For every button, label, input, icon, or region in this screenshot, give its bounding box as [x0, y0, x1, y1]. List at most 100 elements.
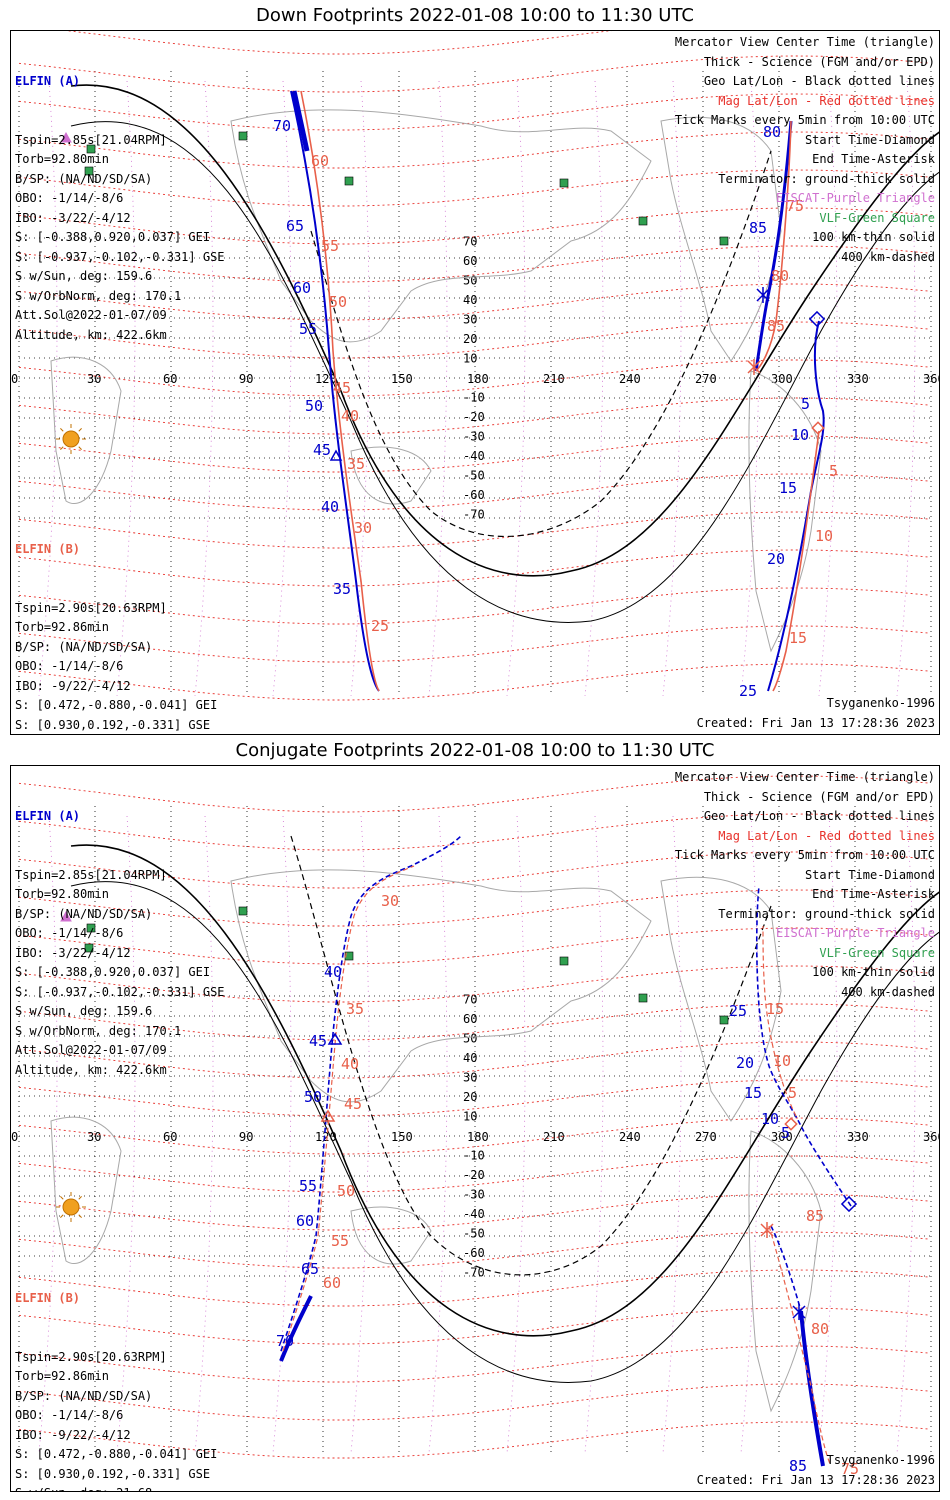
- lon-tick-label: 180: [467, 372, 489, 386]
- elfin-b-track: [300, 90, 380, 692]
- lon-tick-label: 60: [163, 1130, 177, 1144]
- lat-tick-label: 30: [463, 1071, 477, 1085]
- elfin-b-info-line: Tspin=2.90s[20.63RPM]: [15, 1349, 167, 1364]
- coastline: [350, 446, 432, 505]
- mag-lon-line: [740, 80, 760, 697]
- geo-grid: [18, 806, 932, 1453]
- elfin-b-tick-label: 30: [354, 519, 372, 537]
- lat-tick-label: 30: [463, 313, 477, 327]
- elfin-a-info-line: B/SP: (NA/ND/SD/SA): [15, 171, 153, 186]
- elfin-a-track: [290, 90, 380, 692]
- vlf-square: [86, 144, 96, 154]
- elfin-a-tick-label: 85: [789, 1457, 807, 1475]
- lat-tick-label: 10: [463, 352, 477, 366]
- sun-icon: [62, 430, 80, 448]
- mag-grid: [18, 31, 930, 701]
- elfin-a-science-segment: [799, 1310, 825, 1467]
- mag-grid: [18, 775, 930, 1459]
- elfin-b-tick-label: 15: [766, 1000, 784, 1018]
- mag-lon-line: [38, 80, 58, 697]
- vlf-square: [84, 166, 94, 176]
- elfin-b-info-line: Tspin=2.90s[20.63RPM]: [15, 600, 167, 615]
- mag-lat-line: [18, 965, 930, 1003]
- vlf-square: [84, 943, 94, 953]
- sun-ray: [60, 446, 64, 450]
- elfin-b-info-line: S w/Sun, deg: 21.68: [15, 1484, 217, 1491]
- legend-item: Mercator View Center Time (triangle): [674, 770, 935, 784]
- lat-tick-label: -40: [463, 449, 485, 463]
- lat-tick-label: 70: [463, 235, 477, 249]
- lat-tick-label: -20: [463, 410, 485, 424]
- elfin-b-tick-label: 5: [788, 1084, 797, 1102]
- lat-tick-label: 50: [463, 274, 477, 288]
- lat-tick-label: -40: [463, 1207, 485, 1221]
- eiscat-triangle: [60, 910, 72, 922]
- elfin-a-info: ELFIN (A) Tspin=2.85s[21.04RPM] Torb=92.8…: [15, 768, 225, 1080]
- lon-tick-label: 300: [771, 372, 793, 386]
- mag-lat-line: [18, 473, 930, 511]
- mag-lon-line: [662, 80, 682, 697]
- elfin-a-info-line: Tspin=2.85s[21.04RPM]: [15, 867, 167, 882]
- legend-item: Start Time-Diamond: [804, 867, 935, 882]
- elfin-b-track: [762, 925, 797, 1117]
- elfin-b-info-line: IBO: -9/22/-4/12: [15, 678, 131, 693]
- elfin-b-header: ELFIN (B): [15, 1291, 81, 1305]
- mag-lat-line: [18, 813, 930, 851]
- mag-lon-line: [272, 80, 292, 697]
- elfin-a-track: [755, 885, 852, 1207]
- center-triangle: [329, 449, 343, 461]
- elfin-a-info-line: Altitude, km: 422.6km: [15, 1062, 167, 1077]
- mag-lon-line: [896, 80, 916, 697]
- mag-lat-line: [18, 93, 930, 131]
- legend-item: Mag Lat/Lon - Red dotted lines: [718, 93, 935, 108]
- conjugate-footprints-panel: Conjugate Footprints 2022-01-08 10:00 to…: [0, 740, 950, 1495]
- elfin-a-tick-label: 85: [749, 219, 767, 237]
- elfin-a-science-segment: [279, 1295, 313, 1362]
- mag-lat-line: [18, 1345, 930, 1383]
- mag-lat-line: [18, 1079, 930, 1117]
- lon-tick-label: 0: [11, 1130, 18, 1144]
- elfin-a-info-line: Att.Sol@2022-01-07/09: [15, 308, 167, 322]
- mag-lat-line: [18, 169, 930, 207]
- elfin-a-track: [754, 120, 793, 372]
- terminator-line: [70, 844, 939, 1337]
- elfin-a-tick-label: 55: [299, 320, 317, 338]
- vlf-square: [559, 956, 569, 966]
- lat-tick-label: 10: [463, 1110, 477, 1124]
- mag-lat-line: [18, 321, 930, 359]
- elfin-b-info-line: Torb=92.86min: [15, 1369, 109, 1383]
- elfin-a-info-line: S w/OrbNorm, deg: 170.1: [15, 1023, 182, 1038]
- legend-item: Geo Lat/Lon - Black dotted lines: [703, 74, 935, 88]
- elfin-a-tick-label: 25: [739, 682, 757, 700]
- coastline: [660, 116, 782, 362]
- lon-tick-label: 240: [619, 1130, 641, 1144]
- coastlines: [50, 109, 822, 653]
- elfin-b-tick-label: 10: [773, 1052, 791, 1070]
- lon-tick-label: 240: [619, 372, 641, 386]
- coastline: [230, 109, 652, 343]
- mag-lat-line: [18, 435, 930, 473]
- mag-lat-line: [18, 1307, 930, 1345]
- elfin-a-info-line: Att.Sol@2022-01-07/09: [15, 1043, 167, 1057]
- mag-lat-line: [18, 1231, 930, 1269]
- lat-tick-label: 40: [463, 293, 477, 307]
- elfin-b-tick-label: 80: [771, 267, 789, 285]
- mag-lat-line: [18, 55, 930, 93]
- elfin-a-tick-label: 15: [744, 1084, 762, 1102]
- terminator: [70, 835, 939, 1383]
- vlf-square: [344, 176, 354, 186]
- model-label: Tsyganenko-1996: [826, 1453, 935, 1467]
- vlf-square: [638, 216, 648, 226]
- coastline: [350, 1206, 432, 1265]
- vlf-square: [559, 178, 569, 188]
- elfin-a-track: [767, 320, 825, 692]
- mag-lon-line: [428, 815, 448, 1454]
- elfin-a-tick-label: 40: [324, 963, 342, 981]
- elfin-a-info-line: Tspin=2.85s[21.04RPM]: [15, 132, 167, 147]
- lat-tick-label: -70: [463, 508, 485, 522]
- map-canvas: 0306090120150180210240270300330360706050…: [11, 31, 939, 701]
- elfin-a-info-line: Torb=92.80min: [15, 887, 109, 901]
- elfin-a-info-line: B/SP: (NA/ND/SD/SA): [15, 906, 153, 921]
- elfin-b-tick-label: 5: [829, 462, 838, 480]
- model-label: Tsyganenko-1996: [826, 696, 935, 710]
